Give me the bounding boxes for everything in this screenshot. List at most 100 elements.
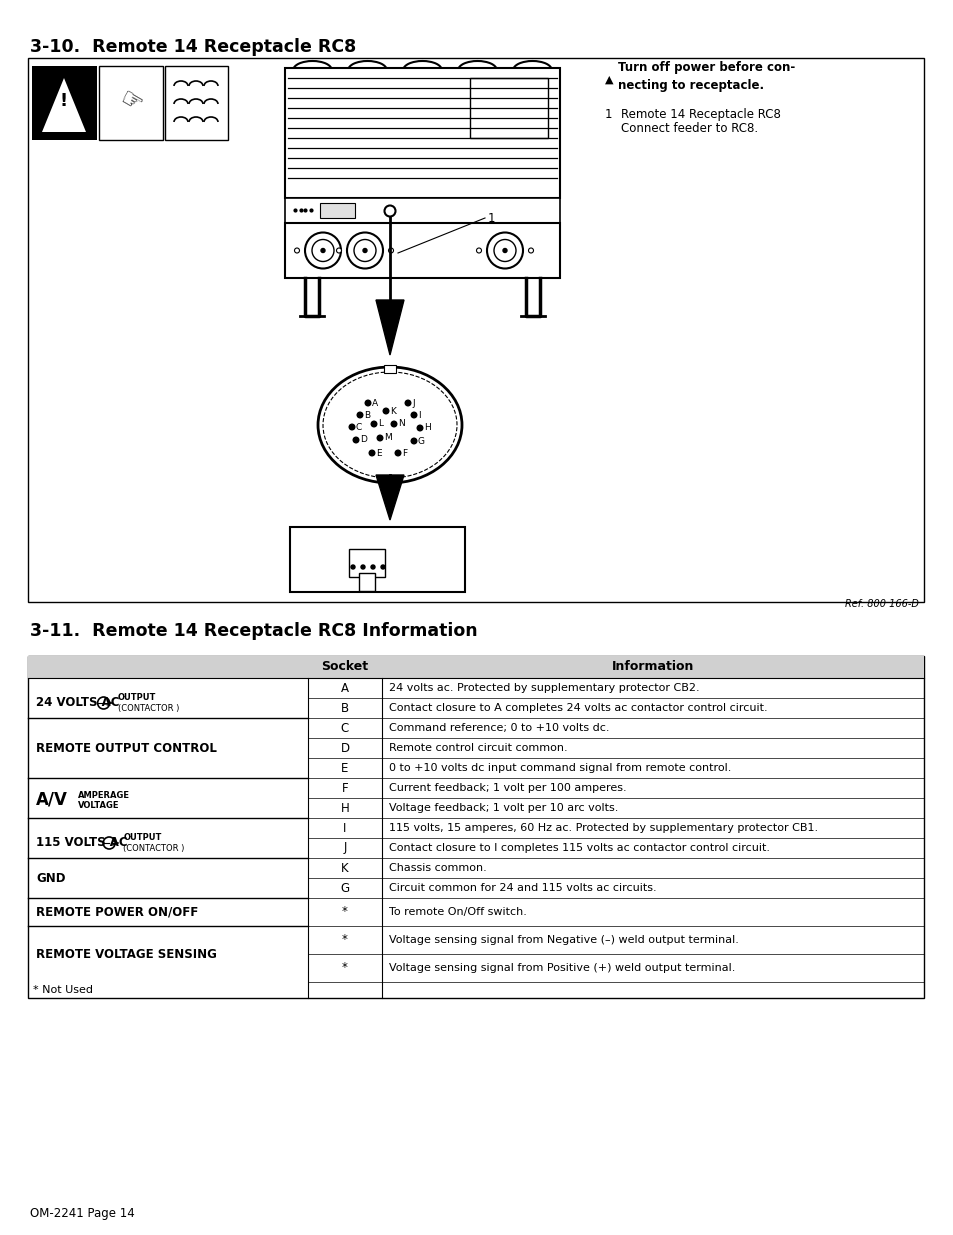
Text: 24 VOLTS AC: 24 VOLTS AC <box>36 697 119 709</box>
Text: B: B <box>340 701 349 715</box>
Circle shape <box>502 248 506 252</box>
FancyBboxPatch shape <box>384 366 395 373</box>
Circle shape <box>363 248 367 252</box>
Text: Ref. 800 166-D: Ref. 800 166-D <box>844 599 918 609</box>
Text: 1: 1 <box>604 107 612 121</box>
Circle shape <box>383 409 389 414</box>
Circle shape <box>347 232 382 268</box>
Text: A/V: A/V <box>36 790 68 809</box>
Ellipse shape <box>317 367 461 483</box>
Text: C: C <box>340 721 349 735</box>
FancyBboxPatch shape <box>285 68 559 198</box>
Text: REMOTE OUTPUT CONTROL: REMOTE OUTPUT CONTROL <box>36 741 216 755</box>
Text: J: J <box>412 399 415 408</box>
Ellipse shape <box>323 372 456 478</box>
Circle shape <box>395 451 400 456</box>
Text: Voltage sensing signal from Positive (+) weld output terminal.: Voltage sensing signal from Positive (+)… <box>389 963 735 973</box>
Circle shape <box>353 437 358 443</box>
Text: J: J <box>343 841 346 855</box>
Circle shape <box>411 438 416 443</box>
Text: 24 volts ac. Protected by supplementary protector CB2.: 24 volts ac. Protected by supplementary … <box>389 683 699 693</box>
Text: ▲: ▲ <box>604 75 613 85</box>
Circle shape <box>97 697 110 709</box>
Circle shape <box>346 248 351 253</box>
Text: Command reference; 0 to +10 volts dc.: Command reference; 0 to +10 volts dc. <box>389 722 609 734</box>
Circle shape <box>354 240 375 262</box>
Text: Remote 14 Receptacle RC8: Remote 14 Receptacle RC8 <box>620 107 781 121</box>
Circle shape <box>103 837 115 848</box>
Text: 115 VOLTS AC: 115 VOLTS AC <box>36 836 128 850</box>
FancyBboxPatch shape <box>290 527 464 592</box>
Circle shape <box>312 240 334 262</box>
Circle shape <box>305 232 340 268</box>
Text: *: * <box>342 962 348 974</box>
FancyBboxPatch shape <box>358 573 375 592</box>
Text: 3-11.  Remote 14 Receptacle RC8 Information: 3-11. Remote 14 Receptacle RC8 Informati… <box>30 622 477 640</box>
Text: 115 volts, 15 amperes, 60 Hz ac. Protected by supplementary protector CB1.: 115 volts, 15 amperes, 60 Hz ac. Protect… <box>389 823 818 832</box>
Text: * Not Used: * Not Used <box>33 986 92 995</box>
Text: H: H <box>340 802 349 815</box>
FancyBboxPatch shape <box>285 198 559 224</box>
Text: REMOTE POWER ON/OFF: REMOTE POWER ON/OFF <box>36 905 198 919</box>
FancyBboxPatch shape <box>28 656 923 998</box>
FancyBboxPatch shape <box>285 224 559 278</box>
Text: !: ! <box>60 91 68 110</box>
Text: Circuit common for 24 and 115 volts ac circuits.: Circuit common for 24 and 115 volts ac c… <box>389 883 656 893</box>
Circle shape <box>380 564 385 569</box>
Text: L: L <box>377 420 382 429</box>
Text: A: A <box>340 682 349 694</box>
Text: ☞: ☞ <box>115 86 147 119</box>
FancyBboxPatch shape <box>165 65 228 140</box>
Polygon shape <box>375 300 403 354</box>
Text: *: * <box>342 934 348 946</box>
Circle shape <box>371 564 375 569</box>
Text: 0 to +10 volts dc input command signal from remote control.: 0 to +10 volts dc input command signal f… <box>389 763 731 773</box>
Text: G: G <box>417 436 424 446</box>
Text: I: I <box>417 410 420 420</box>
Text: To remote On/Off switch.: To remote On/Off switch. <box>389 906 526 918</box>
Circle shape <box>371 421 376 427</box>
Text: Chassis common.: Chassis common. <box>389 863 486 873</box>
Circle shape <box>391 421 396 427</box>
Text: H: H <box>423 424 431 432</box>
Circle shape <box>405 400 411 406</box>
Circle shape <box>528 248 533 253</box>
Text: Voltage feedback; 1 volt per 10 arc volts.: Voltage feedback; 1 volt per 10 arc volt… <box>389 803 618 813</box>
Text: OUTPUT: OUTPUT <box>123 832 161 841</box>
Text: I: I <box>343 821 346 835</box>
FancyBboxPatch shape <box>32 65 97 140</box>
FancyBboxPatch shape <box>349 550 385 577</box>
Circle shape <box>356 412 362 417</box>
Text: Voltage sensing signal from Negative (–) weld output terminal.: Voltage sensing signal from Negative (–)… <box>389 935 739 945</box>
FancyBboxPatch shape <box>319 203 355 219</box>
Text: A: A <box>372 399 377 408</box>
Text: K: K <box>341 862 349 874</box>
Text: Connect feeder to RC8.: Connect feeder to RC8. <box>620 122 758 135</box>
Circle shape <box>360 564 365 569</box>
FancyBboxPatch shape <box>28 58 923 601</box>
Text: E: E <box>375 448 381 457</box>
Text: Contact closure to I completes 115 volts ac contactor control circuit.: Contact closure to I completes 115 volts… <box>389 844 769 853</box>
Text: F: F <box>401 448 407 457</box>
Circle shape <box>476 248 481 253</box>
Text: (CONTACTOR ): (CONTACTOR ) <box>117 704 179 714</box>
Text: E: E <box>341 762 349 774</box>
Circle shape <box>336 248 341 253</box>
Text: N: N <box>397 420 404 429</box>
Text: 3-10.  Remote 14 Receptacle RC8: 3-10. Remote 14 Receptacle RC8 <box>30 38 355 56</box>
Text: F: F <box>341 782 348 794</box>
Text: Current feedback; 1 volt per 100 amperes.: Current feedback; 1 volt per 100 amperes… <box>389 783 626 793</box>
Text: (CONTACTOR ): (CONTACTOR ) <box>123 845 184 853</box>
Circle shape <box>384 205 395 216</box>
Text: *: * <box>342 905 348 919</box>
Text: Turn off power before con-
necting to receptacle.: Turn off power before con- necting to re… <box>618 62 795 93</box>
Text: D: D <box>340 741 349 755</box>
Circle shape <box>416 425 422 431</box>
Polygon shape <box>375 475 403 520</box>
Text: REMOTE VOLTAGE SENSING: REMOTE VOLTAGE SENSING <box>36 947 216 961</box>
Text: 1: 1 <box>488 211 495 225</box>
Text: OUTPUT: OUTPUT <box>117 693 155 701</box>
Circle shape <box>376 435 382 441</box>
Circle shape <box>388 248 393 253</box>
Text: C: C <box>355 422 362 431</box>
